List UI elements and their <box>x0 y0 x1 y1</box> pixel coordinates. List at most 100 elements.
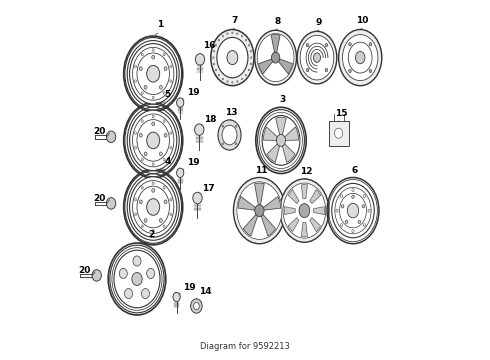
Ellipse shape <box>339 30 382 86</box>
Ellipse shape <box>159 85 162 89</box>
Ellipse shape <box>147 269 155 279</box>
Ellipse shape <box>362 204 365 208</box>
Polygon shape <box>310 190 320 203</box>
Ellipse shape <box>141 225 143 228</box>
Ellipse shape <box>349 69 351 73</box>
Text: 15: 15 <box>335 109 348 118</box>
Polygon shape <box>276 117 286 140</box>
Text: 6: 6 <box>352 166 358 175</box>
Ellipse shape <box>222 125 237 145</box>
Ellipse shape <box>300 35 334 80</box>
Ellipse shape <box>134 213 137 216</box>
Ellipse shape <box>170 147 172 149</box>
Ellipse shape <box>222 125 223 127</box>
Ellipse shape <box>345 220 348 224</box>
Text: 4: 4 <box>165 157 171 166</box>
Ellipse shape <box>218 39 220 41</box>
Ellipse shape <box>222 35 223 37</box>
Ellipse shape <box>358 220 361 224</box>
Ellipse shape <box>139 133 142 137</box>
Polygon shape <box>263 197 281 210</box>
Ellipse shape <box>152 182 154 185</box>
Ellipse shape <box>237 182 282 239</box>
Ellipse shape <box>262 116 300 165</box>
Ellipse shape <box>369 69 372 73</box>
Ellipse shape <box>144 152 147 156</box>
Polygon shape <box>310 218 320 231</box>
Ellipse shape <box>355 51 365 64</box>
Ellipse shape <box>147 66 160 82</box>
Ellipse shape <box>248 69 249 71</box>
Ellipse shape <box>232 32 233 34</box>
Ellipse shape <box>314 53 320 62</box>
Ellipse shape <box>164 67 167 71</box>
Text: 14: 14 <box>199 287 212 296</box>
Ellipse shape <box>248 44 249 46</box>
Polygon shape <box>288 218 299 231</box>
Ellipse shape <box>215 44 217 46</box>
Ellipse shape <box>134 147 137 149</box>
Ellipse shape <box>164 200 167 204</box>
Ellipse shape <box>163 53 165 56</box>
Polygon shape <box>267 140 281 162</box>
Ellipse shape <box>152 163 154 166</box>
Ellipse shape <box>306 68 309 72</box>
Ellipse shape <box>217 37 248 78</box>
Ellipse shape <box>119 269 127 279</box>
Ellipse shape <box>325 68 328 72</box>
Ellipse shape <box>196 54 205 65</box>
Ellipse shape <box>195 124 204 135</box>
Text: 19: 19 <box>187 88 199 97</box>
Ellipse shape <box>213 57 214 59</box>
Ellipse shape <box>271 52 280 63</box>
Text: 20: 20 <box>93 127 105 136</box>
Ellipse shape <box>363 224 366 226</box>
Ellipse shape <box>299 204 310 217</box>
Ellipse shape <box>368 209 370 212</box>
Ellipse shape <box>191 299 202 313</box>
Ellipse shape <box>163 158 165 161</box>
Text: 16: 16 <box>203 41 216 50</box>
Ellipse shape <box>213 63 215 65</box>
Ellipse shape <box>139 67 142 71</box>
Polygon shape <box>243 214 258 236</box>
Ellipse shape <box>152 55 155 59</box>
Polygon shape <box>301 185 307 199</box>
Ellipse shape <box>235 143 237 145</box>
Ellipse shape <box>144 219 147 222</box>
Ellipse shape <box>283 183 326 238</box>
Ellipse shape <box>352 230 354 233</box>
Ellipse shape <box>218 120 241 150</box>
Ellipse shape <box>92 270 101 281</box>
Bar <box>328 121 349 146</box>
Text: 11: 11 <box>255 166 268 175</box>
Ellipse shape <box>297 31 337 84</box>
Ellipse shape <box>343 35 378 81</box>
Ellipse shape <box>163 186 165 189</box>
Ellipse shape <box>193 192 202 204</box>
Ellipse shape <box>363 195 366 198</box>
Ellipse shape <box>235 125 237 127</box>
Ellipse shape <box>227 33 228 35</box>
Ellipse shape <box>170 132 172 134</box>
Ellipse shape <box>241 35 243 37</box>
Ellipse shape <box>336 209 338 212</box>
Ellipse shape <box>306 44 309 47</box>
Text: 9: 9 <box>316 18 322 27</box>
Polygon shape <box>255 183 264 206</box>
Ellipse shape <box>222 143 223 145</box>
Ellipse shape <box>255 30 296 85</box>
Ellipse shape <box>170 213 172 216</box>
Ellipse shape <box>245 74 246 76</box>
Text: 17: 17 <box>202 184 215 193</box>
Ellipse shape <box>163 92 165 94</box>
Ellipse shape <box>211 30 254 86</box>
Ellipse shape <box>237 81 238 82</box>
Ellipse shape <box>141 92 143 94</box>
Ellipse shape <box>341 224 343 226</box>
Ellipse shape <box>152 122 155 126</box>
Polygon shape <box>288 190 299 203</box>
Ellipse shape <box>142 288 149 298</box>
Ellipse shape <box>341 195 343 198</box>
Ellipse shape <box>134 65 137 68</box>
